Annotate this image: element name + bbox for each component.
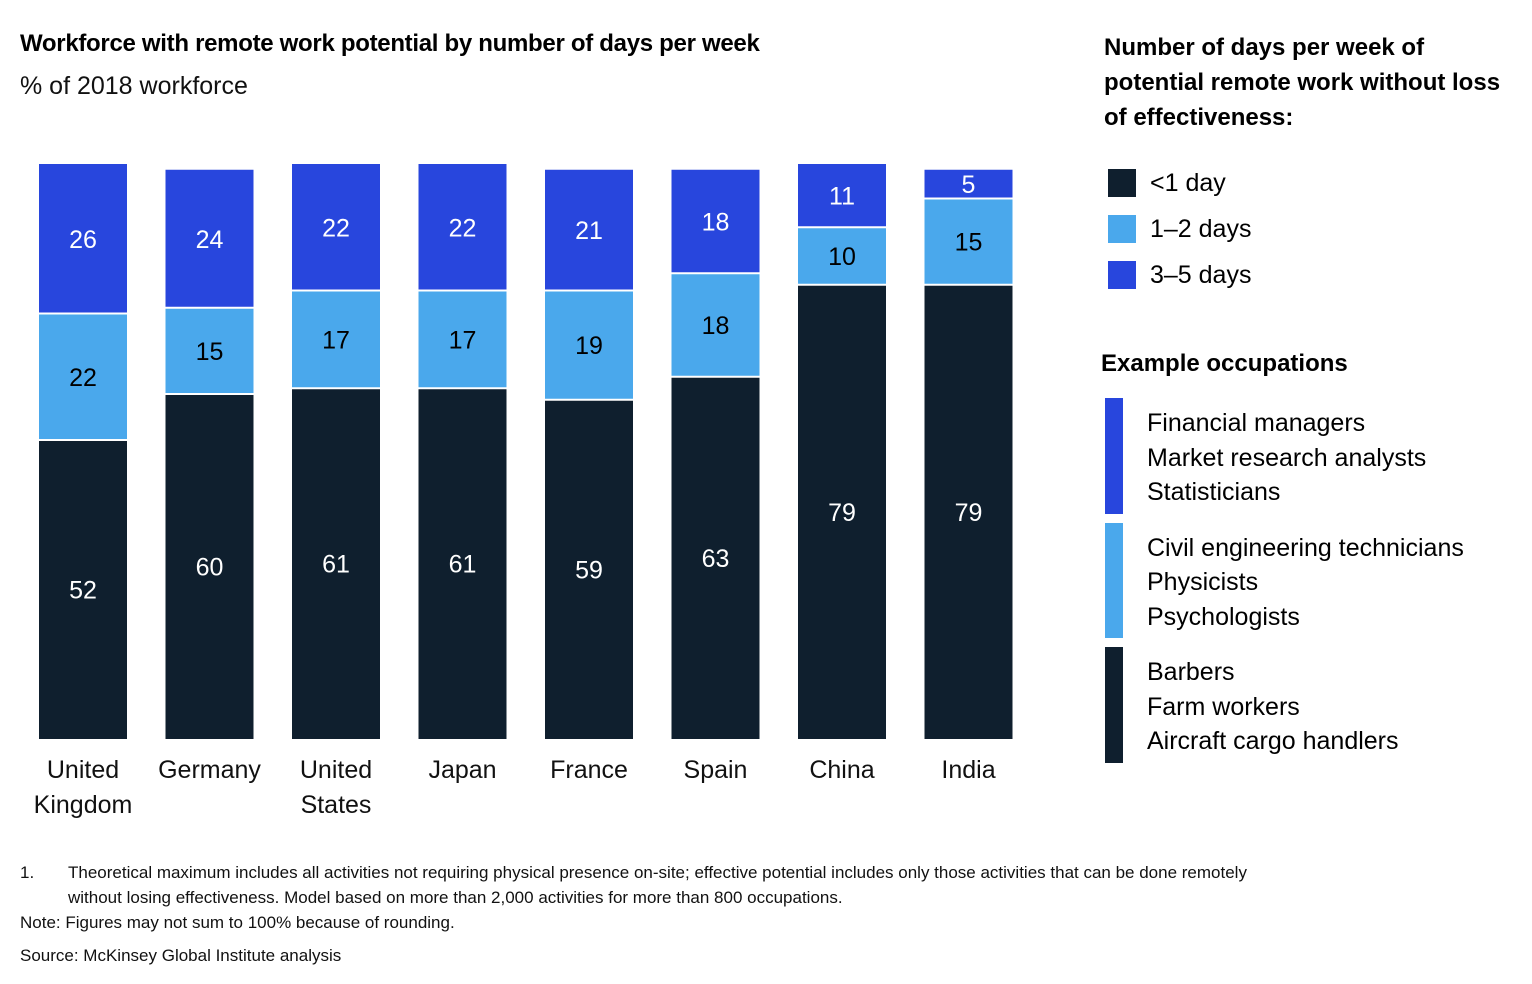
occupation-item: Barbers — [1147, 658, 1235, 686]
data-label: 61 — [449, 551, 477, 579]
occupation-item: Statisticians — [1147, 478, 1281, 506]
x-tick-label: States — [301, 791, 372, 819]
data-label: 15 — [955, 229, 983, 257]
legend-swatch — [1108, 169, 1136, 197]
bar-segment — [924, 285, 1013, 739]
footnotes: 1. Theoretical maximum includes all acti… — [20, 860, 1480, 968]
data-label: 15 — [196, 338, 224, 366]
bar-segment — [165, 169, 254, 307]
x-tick-label: Germany — [158, 756, 261, 784]
bar-segment — [671, 274, 760, 376]
data-label: 24 — [196, 226, 224, 254]
occupation-item: Aircraft cargo handlers — [1147, 727, 1399, 755]
data-label: 18 — [702, 312, 730, 340]
bar-segment — [924, 169, 1013, 198]
data-label: 79 — [828, 499, 856, 527]
x-tick-label: Kingdom — [34, 791, 133, 819]
legend-item-1-2-days: 1–2 days — [1108, 206, 1251, 252]
bar-segment — [39, 164, 127, 313]
occupation-group-color-bar — [1105, 647, 1123, 763]
bar-segment — [418, 164, 507, 290]
occupation-group-less-than-1-day: Barbers Farm workers Aircraft cargo hand… — [1105, 647, 1464, 763]
occupation-item: Financial managers — [1147, 409, 1366, 437]
data-label: 26 — [69, 226, 97, 254]
data-label: 11 — [829, 183, 855, 211]
stacked-bar-chart: 52 22 26 United Kingdom 60 15 24 Germany 61 17 22 Un… — [34, 164, 1013, 819]
bar-segment — [292, 291, 380, 388]
data-label: 5 — [962, 171, 976, 199]
x-tick-label: India — [941, 756, 995, 784]
legend-item-less-than-1-day: <1 day — [1108, 160, 1251, 206]
occupation-item: Civil engineering technicians — [1147, 533, 1464, 562]
data-label: 17 — [322, 326, 350, 354]
x-tick-label: China — [809, 756, 874, 784]
occupation-item: Physicists — [1147, 568, 1259, 596]
legend-label: 1–2 days — [1150, 214, 1252, 243]
data-label: 60 — [196, 554, 224, 582]
legend-title: Number of days per week of potential rem… — [1104, 34, 1501, 131]
occupation-item: Farm workers — [1147, 692, 1300, 721]
bar-segment — [545, 400, 633, 739]
data-label: 19 — [575, 332, 603, 360]
occupation-group-color-bar — [1105, 522, 1123, 638]
legend-label: <1 day — [1150, 168, 1226, 197]
bar-segment — [671, 169, 760, 273]
bar-segment — [418, 389, 507, 739]
chart-title: Workforce with remote work potential by … — [20, 30, 760, 57]
data-label: 61 — [322, 551, 350, 579]
legend-swatch — [1108, 261, 1136, 289]
chart-subtitle: % of 2018 workforce — [20, 72, 248, 100]
data-label: 18 — [702, 209, 730, 237]
bar-segment — [798, 285, 886, 739]
occupation-group-color-bar — [1105, 398, 1123, 514]
footnote-number: 1. — [20, 863, 35, 882]
occupation-group-1-2-days: Civil engineering technicians Physicists… — [1105, 522, 1464, 638]
data-label: 10 — [828, 243, 856, 271]
data-label: 21 — [575, 217, 603, 245]
bar-segment — [545, 169, 633, 290]
bar-segment — [545, 291, 633, 399]
bar-segment — [39, 441, 127, 739]
footnote-text: Theoretical maximum includes all activit… — [68, 863, 1247, 882]
bar-segment — [671, 377, 760, 739]
data-label: 63 — [702, 545, 730, 573]
footnote-1: 1. Theoretical maximum includes all acti… — [20, 860, 1480, 910]
data-label: 59 — [575, 556, 603, 584]
bar-segment — [292, 389, 380, 739]
occupations-title: Example occupations — [1101, 350, 1348, 377]
x-tick-label: United — [300, 756, 372, 784]
occupation-item: Market research analysts — [1147, 443, 1427, 472]
data-label: 22 — [449, 214, 477, 242]
bar-segment — [292, 164, 380, 290]
x-tick-label: United — [47, 756, 119, 784]
data-label: 52 — [69, 577, 97, 605]
x-tick-label: Spain — [684, 756, 748, 784]
occupation-item: Psychologists — [1147, 602, 1300, 631]
bar-segment — [418, 291, 507, 388]
x-tick-label: Japan — [428, 756, 496, 784]
bar-segment — [39, 314, 127, 439]
legend-item-3-5-days: 3–5 days — [1108, 252, 1251, 298]
legend: <1 day 1–2 days 3–5 days — [1108, 160, 1251, 298]
note-text: Note: Figures may not sum to 100% becaus… — [20, 913, 455, 932]
x-tick-label: France — [550, 756, 628, 784]
data-label: 79 — [955, 499, 983, 527]
legend-swatch — [1108, 215, 1136, 243]
bar-segment — [924, 199, 1013, 284]
footnote-text: without losing effectiveness. Model base… — [68, 888, 843, 907]
occupation-group-3-5-days: Financial managers Market research analy… — [1105, 398, 1464, 514]
bar-segment — [165, 395, 254, 739]
bar-segment — [165, 308, 254, 393]
data-label: 22 — [69, 364, 97, 392]
data-label: 22 — [322, 214, 350, 242]
bar-segment — [798, 164, 886, 227]
data-label: 17 — [449, 326, 477, 354]
source-text: Source: McKinsey Global Institute analys… — [20, 946, 342, 965]
legend-label: 3–5 days — [1150, 260, 1252, 289]
occupations-list: Financial managers Market research analy… — [1105, 398, 1464, 772]
bar-segment — [798, 228, 886, 284]
